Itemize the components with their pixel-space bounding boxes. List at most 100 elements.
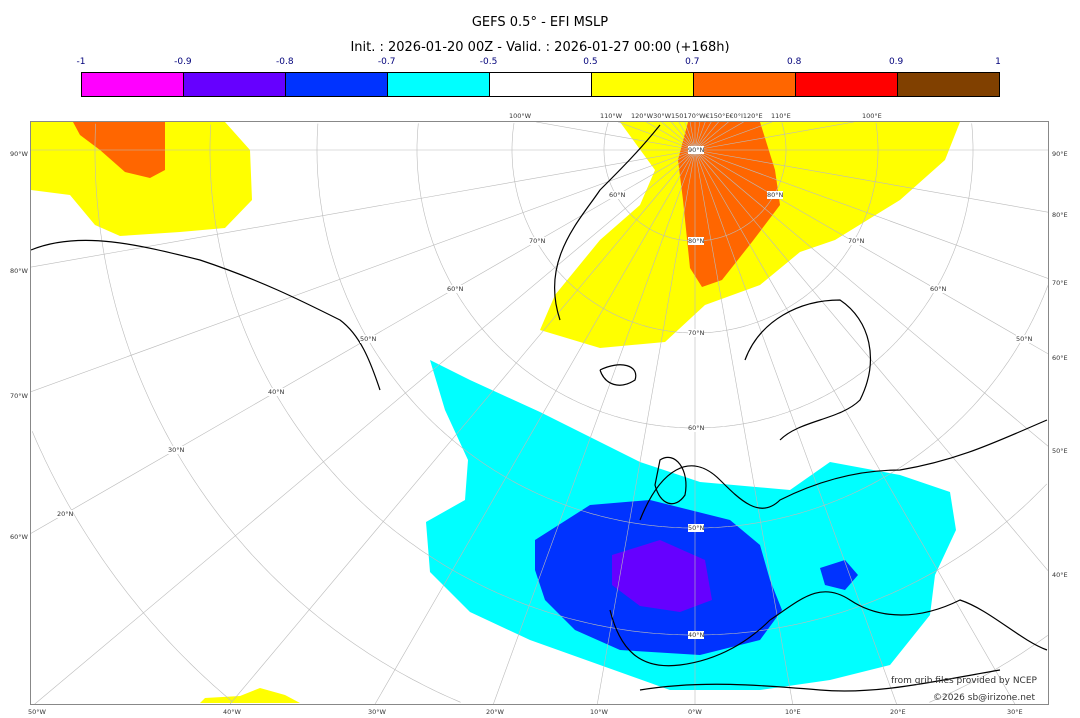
efi-orange-arctic bbox=[678, 122, 780, 287]
axis-label-top: 120°W30°W150170°W€150°E€0°I120°E bbox=[631, 112, 763, 120]
colorbar-tick-label: -0.8 bbox=[275, 57, 294, 67]
coastline-scandinavia bbox=[744, 299, 871, 441]
colorbar-segment bbox=[796, 73, 898, 96]
meridian-line bbox=[597, 149, 696, 704]
colorbar-segment bbox=[592, 73, 694, 96]
meridian-line bbox=[694, 122, 706, 151]
axis-label-bottom: 0°W bbox=[688, 708, 702, 716]
coastline-iceland bbox=[599, 364, 637, 386]
axis-label-right: 60°E bbox=[1052, 354, 1068, 362]
coastline-british-isles bbox=[654, 456, 687, 505]
meridian-line bbox=[617, 122, 696, 151]
latitude-circle bbox=[316, 123, 695, 529]
meridian-line bbox=[694, 149, 897, 704]
coastline-greenland bbox=[554, 124, 661, 321]
meridian-line bbox=[374, 149, 696, 704]
meridian-line bbox=[684, 122, 696, 151]
meridian-line bbox=[694, 149, 1048, 213]
meridian-line bbox=[31, 149, 696, 392]
colorbar-tick-label: -0.9 bbox=[174, 57, 192, 67]
map-panel[interactable] bbox=[30, 121, 1049, 705]
latitude-circle bbox=[695, 122, 787, 242]
axis-label-bottom: 10°E bbox=[785, 708, 801, 716]
latitude-circle bbox=[416, 123, 695, 429]
colorbar bbox=[81, 72, 1000, 97]
latitude-label: 20°N bbox=[57, 510, 74, 518]
colorbar-segment bbox=[694, 73, 796, 96]
latitude-label: 70°N bbox=[688, 329, 705, 337]
latitude-circle bbox=[695, 285, 1048, 529]
meridian-line bbox=[694, 149, 793, 704]
axis-label-right: 70°E bbox=[1052, 279, 1068, 287]
efi-blue-adriatic bbox=[820, 560, 858, 590]
axis-label-left: 90°W bbox=[10, 150, 28, 158]
meridian-line bbox=[536, 122, 696, 151]
meridian-line bbox=[694, 149, 1048, 279]
axis-label-left: 70°W bbox=[10, 392, 28, 400]
latitude-label: 50°N bbox=[360, 335, 377, 343]
axis-label-top: 110°W bbox=[600, 112, 623, 120]
meridian-line bbox=[694, 149, 1048, 355]
coastline-mediterranean bbox=[769, 591, 1048, 651]
meridian-line bbox=[694, 149, 1016, 704]
latitude-circle bbox=[603, 122, 695, 242]
meridian-line bbox=[694, 149, 1048, 571]
axis-label-top: 100°W bbox=[509, 112, 532, 120]
meridian-line bbox=[694, 122, 701, 151]
colorbar-tick-label: 0.5 bbox=[583, 57, 598, 67]
latitude-circle bbox=[209, 124, 695, 636]
axis-label-top: 110°E bbox=[771, 112, 791, 120]
axis-label-right: 40°E bbox=[1052, 571, 1068, 579]
colorbar-tick-label: 0.8 bbox=[787, 57, 802, 67]
axis-label-right: 80°E bbox=[1052, 211, 1068, 219]
colorbar-segment bbox=[184, 73, 286, 96]
latitude-label: 70°N bbox=[529, 237, 546, 245]
colorbar-tick-label: 0.7 bbox=[685, 57, 700, 67]
axis-label-bottom: 30°W bbox=[368, 708, 386, 716]
latitude-label: 50°N bbox=[688, 524, 705, 532]
latitude-label: 80°N bbox=[688, 237, 705, 245]
colorbar-tick-label: 0.9 bbox=[888, 57, 904, 67]
latitude-circle bbox=[695, 123, 974, 429]
axis-label-right: 90°E bbox=[1052, 150, 1068, 158]
latitude-label: 40°N bbox=[268, 388, 285, 396]
axis-label-bottom: 20°E bbox=[890, 708, 906, 716]
latitude-label: 40°N bbox=[688, 631, 705, 639]
meridian-line bbox=[694, 122, 712, 151]
meridian-line bbox=[671, 122, 696, 151]
colorbar-segment bbox=[388, 73, 490, 96]
axis-label-top: 100°E bbox=[862, 112, 882, 120]
meridian-line bbox=[694, 122, 744, 151]
latitude-label: 60°N bbox=[930, 285, 947, 293]
meridian-line bbox=[229, 149, 696, 704]
axis-label-bottom: 30°E bbox=[1007, 708, 1023, 716]
meridian-line bbox=[31, 149, 696, 268]
axis-label-bottom: 20°W bbox=[486, 708, 504, 716]
latitude-label: 80°N bbox=[767, 191, 784, 199]
latitude-circle bbox=[695, 483, 1048, 636]
efi-purple-france bbox=[612, 540, 712, 612]
meridian-line bbox=[694, 122, 854, 151]
meridian-line bbox=[34, 149, 696, 704]
data-source-credit: from grib files provided by NCEP bbox=[891, 676, 1037, 686]
latitude-circle bbox=[695, 122, 879, 334]
map-subtitle: Init. : 2026-01-20 00Z - Valid. : 2026-0… bbox=[350, 40, 730, 55]
meridian-line bbox=[694, 122, 719, 151]
meridian-line bbox=[694, 122, 729, 151]
meridian-line bbox=[646, 122, 696, 151]
efi-yellow-south bbox=[200, 688, 300, 703]
latitude-label: 70°N bbox=[848, 237, 865, 245]
axis-label-left: 80°W bbox=[10, 267, 28, 275]
coastline-africa bbox=[639, 669, 1001, 692]
colorbar-tick-label: 1 bbox=[995, 57, 1001, 67]
colorbar-segment bbox=[490, 73, 592, 96]
latitude-label: 60°N bbox=[609, 191, 626, 199]
axis-label-bottom: 10°W bbox=[590, 708, 608, 716]
latitude-label: 60°N bbox=[447, 285, 464, 293]
colorbar-segment bbox=[898, 73, 999, 96]
colorbar-segment bbox=[286, 73, 388, 96]
latitude-label: 90°N bbox=[688, 146, 705, 154]
meridian-line bbox=[694, 149, 1048, 447]
efi-yellow-northwest bbox=[31, 122, 252, 236]
latitude-circle bbox=[31, 431, 233, 702]
